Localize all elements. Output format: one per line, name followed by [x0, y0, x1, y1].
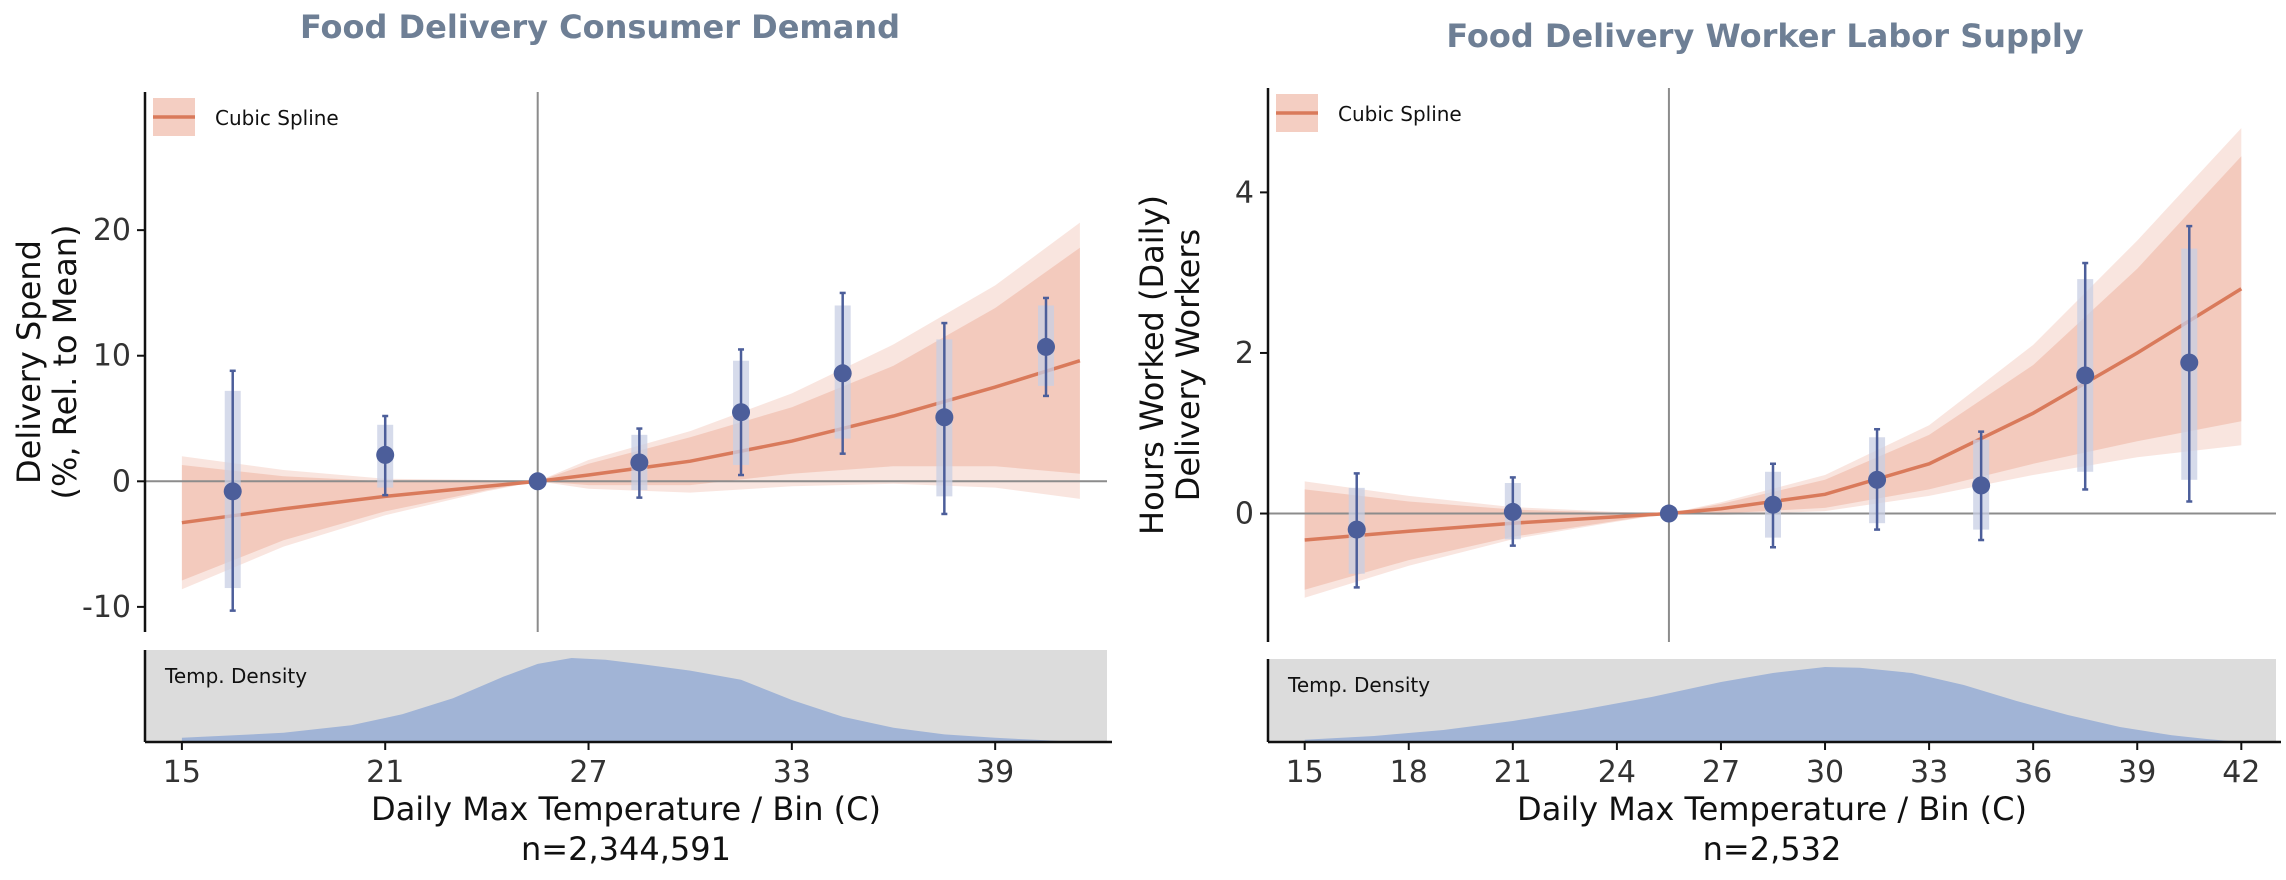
- panel-2: Food Delivery Worker Labor Supply Temp. D…: [1133, 17, 2281, 868]
- bin-point: [1868, 470, 1887, 489]
- y-tick-label: 0: [112, 464, 131, 499]
- legend-label: Cubic Spline: [215, 106, 339, 130]
- y-tick-label: 4: [1235, 175, 1254, 210]
- bin-point: [1503, 502, 1522, 521]
- spline-inner-band: [181, 247, 1080, 581]
- x-tick-label: 39: [976, 755, 1014, 790]
- x-tick-label: 24: [1598, 755, 1636, 790]
- x-tick-label: 15: [1286, 755, 1324, 790]
- bin-point: [935, 408, 954, 427]
- x-tick-label: 30: [1806, 755, 1844, 790]
- x-tick-label: 15: [163, 755, 201, 790]
- y-axis-label-line: Delivery Workers: [1169, 229, 1207, 501]
- x-axis-label: Daily Max Temperature / Bin (C): [371, 790, 881, 828]
- density-label: Temp. Density: [164, 664, 307, 688]
- bin-point: [1037, 337, 1056, 356]
- panel-1: Food Delivery Consumer Demand Temp. Densi…: [10, 8, 1112, 868]
- legend-label: Cubic Spline: [1338, 102, 1462, 126]
- bin-point: [2180, 353, 2199, 372]
- y-axis-label: Delivery Spend(%, Rel. to Mean): [10, 225, 84, 500]
- y-tick-label: 0: [1235, 497, 1254, 532]
- x-tick-label: 21: [1494, 755, 1532, 790]
- x-tick-label: 27: [569, 755, 607, 790]
- bin-point: [376, 445, 395, 464]
- bin-point: [1659, 504, 1678, 523]
- bin-point: [223, 482, 242, 501]
- chart-title: Food Delivery Consumer Demand: [300, 8, 900, 46]
- bin-point: [833, 364, 852, 383]
- x-tick-label: 33: [773, 755, 811, 790]
- y-tick-label: 2: [1235, 336, 1254, 371]
- density-area: [181, 658, 1080, 742]
- x-tick-label: 18: [1390, 755, 1428, 790]
- bin-point: [528, 472, 547, 491]
- spline-line: [181, 359, 1081, 525]
- bin-point: [630, 453, 649, 472]
- bin-point: [1347, 520, 1366, 539]
- x-tick-label: 42: [2222, 755, 2260, 790]
- y-axis-label-line: Hours Worked (Daily): [1133, 195, 1171, 535]
- density-label: Temp. Density: [1287, 673, 1430, 697]
- x-tick-label: 33: [1910, 755, 1948, 790]
- y-axis-label-line: Delivery Spend: [10, 240, 48, 484]
- bin-point: [2076, 366, 2095, 385]
- spline-line: [1304, 287, 2243, 542]
- bin-point: [732, 403, 751, 422]
- x-axis-label: Daily Max Temperature / Bin (C): [1517, 790, 2027, 828]
- bin-point: [1764, 495, 1782, 514]
- sample-size-note: n=2,344,591: [521, 830, 731, 868]
- x-tick-label: 27: [1702, 755, 1740, 790]
- chart-title: Food Delivery Worker Labor Supply: [1446, 17, 2084, 55]
- x-tick-label: 39: [2118, 755, 2156, 790]
- y-axis-label-line: (%, Rel. to Mean): [46, 225, 84, 500]
- x-tick-label: 36: [2014, 755, 2052, 790]
- y-tick-label: 20: [93, 213, 131, 248]
- bin-point: [1972, 476, 1991, 495]
- y-tick-label: -10: [82, 590, 131, 625]
- y-tick-label: 10: [93, 339, 131, 374]
- x-tick-label: 21: [366, 755, 404, 790]
- y-axis-label: Hours Worked (Daily)Delivery Workers: [1133, 195, 1207, 535]
- sample-size-note: n=2,532: [1703, 830, 1842, 868]
- density-area: [1304, 667, 2242, 742]
